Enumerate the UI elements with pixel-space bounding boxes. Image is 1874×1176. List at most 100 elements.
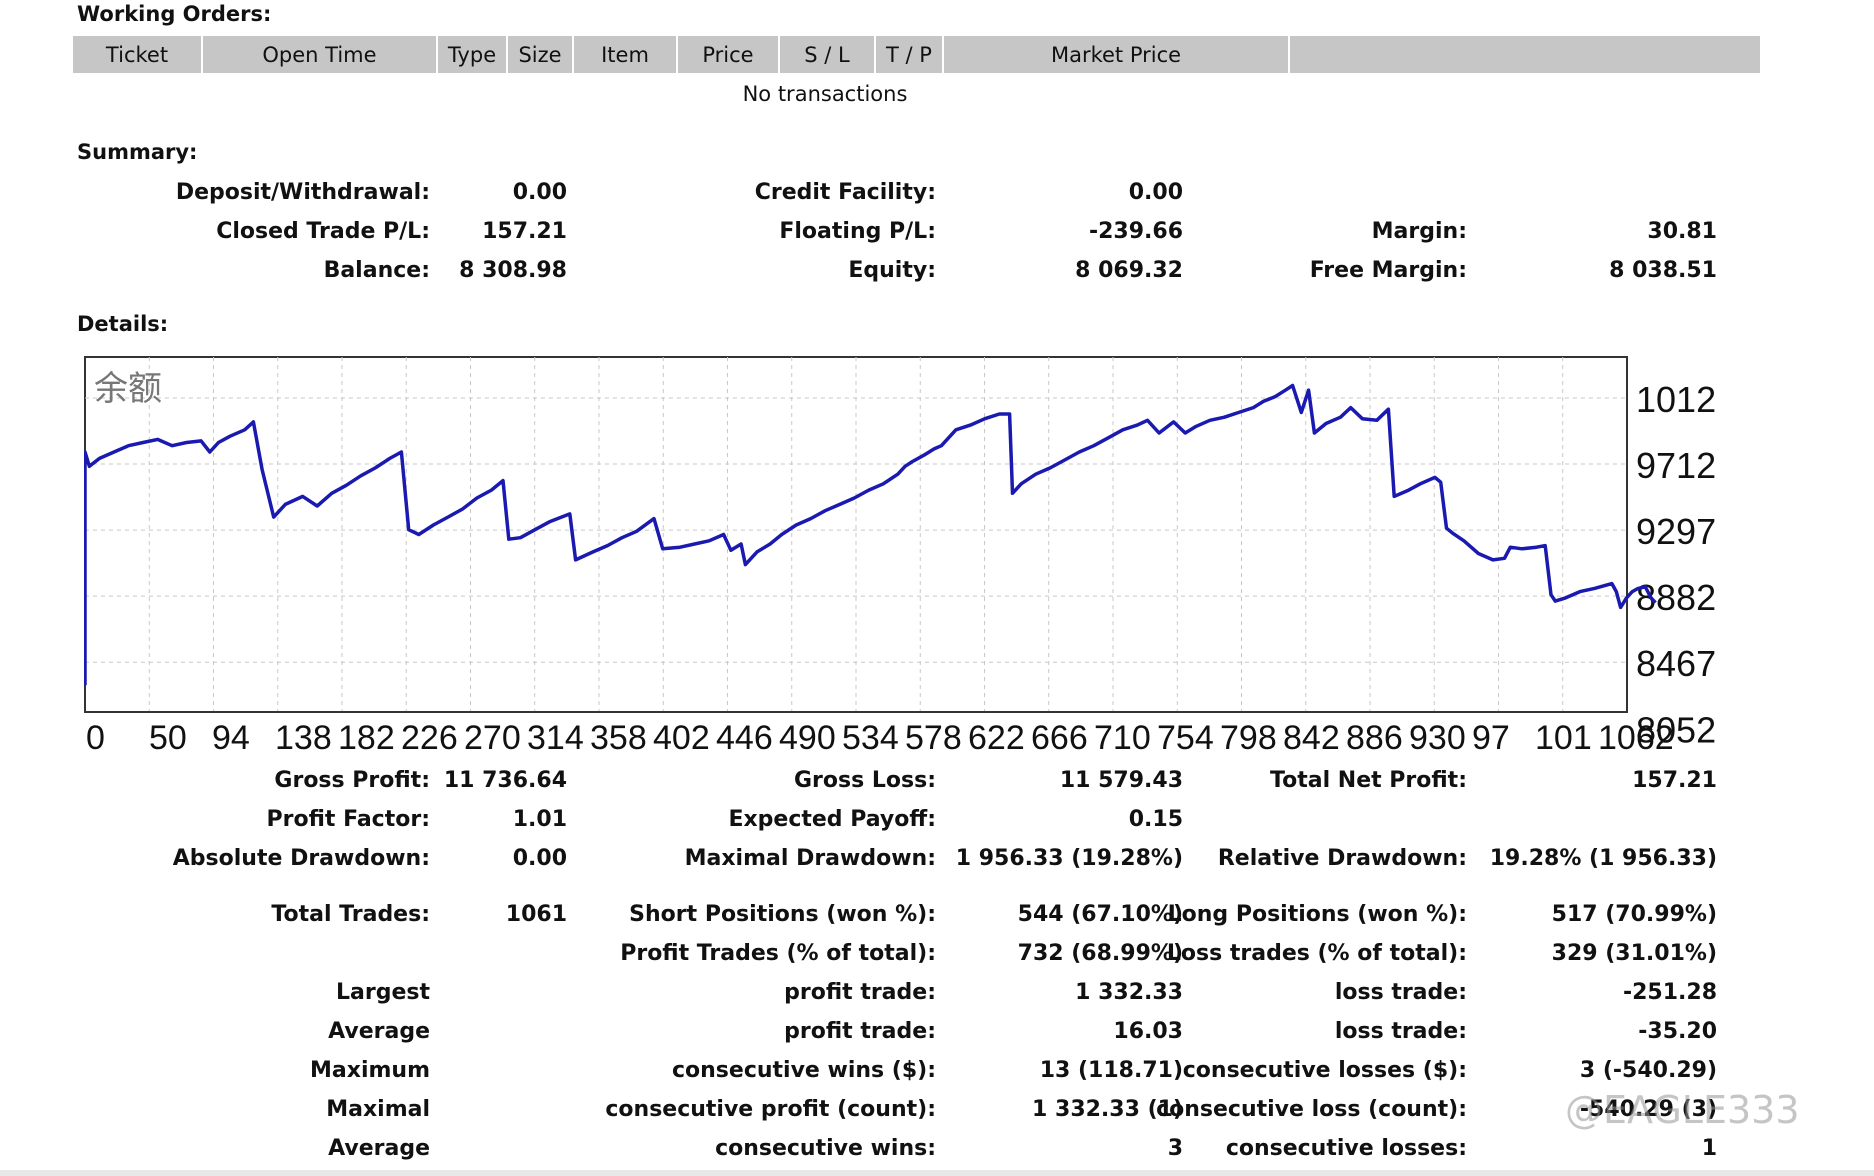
col-blank <box>1290 36 1760 73</box>
short-positions-label: Short Positions (won %): <box>629 902 936 927</box>
maximal-consecutive-profit-value: 1 332.33 (1) <box>1032 1097 1183 1122</box>
relative-drawdown-label: Relative Drawdown: <box>1217 846 1467 871</box>
x-tick-label: 314 <box>527 719 584 754</box>
balance-value: 8 308.98 <box>459 258 567 283</box>
profit-factor-value: 1.01 <box>512 807 567 832</box>
col-type[interactable]: Type <box>438 36 506 73</box>
x-tick-label: 446 <box>716 719 773 754</box>
maximal-drawdown-value: 1 956.33 (19.28%) <box>955 846 1183 871</box>
gross-loss-value: 11 579.43 <box>1059 768 1183 793</box>
x-tick-label: 226 <box>401 719 458 754</box>
equity-value: 8 069.32 <box>1075 258 1183 283</box>
long-positions-label: Long Positions (won %): <box>1167 902 1467 927</box>
deposit-label: Deposit/Withdrawal: <box>175 180 430 205</box>
loss-trades-label: Loss trades (% of total): <box>1166 941 1467 966</box>
maximal-consecutive-loss-value: -540.29 (3) <box>1579 1097 1717 1122</box>
average2-label: Average <box>328 1136 430 1161</box>
col-item[interactable]: Item <box>574 36 676 73</box>
col-ticket[interactable]: Ticket <box>73 36 201 73</box>
profit-trades-value: 732 (68.99%) <box>1017 941 1183 966</box>
largest-profit-value: 1 332.33 <box>1075 980 1183 1005</box>
col-price[interactable]: Price <box>678 36 778 73</box>
free-margin-label: Free Margin: <box>1309 258 1467 283</box>
floating-pl-value: -239.66 <box>1088 219 1183 244</box>
avg-consecutive-losses-value: 1 <box>1701 1136 1717 1161</box>
avg-consecutive-wins-label: consecutive wins: <box>715 1136 936 1161</box>
free-margin-value: 8 038.51 <box>1609 258 1717 283</box>
x-tick-label: 270 <box>464 719 521 754</box>
x-tick-label: 754 <box>1157 719 1214 754</box>
x-tick-label: 138 <box>275 719 332 754</box>
equity-label: Equity: <box>848 258 936 283</box>
floating-pl-label: Floating P/L: <box>779 219 936 244</box>
gross-loss-label: Gross Loss: <box>794 768 936 793</box>
gross-profit-value: 11 736.64 <box>443 768 567 793</box>
average-loss-value: -35.20 <box>1638 1019 1717 1044</box>
largest-profit-label: profit trade: <box>784 980 936 1005</box>
total-net-profit-label: Total Net Profit: <box>1270 768 1467 793</box>
x-tick-label: 886 <box>1346 719 1403 754</box>
balance-chart: 1012 9712 9297 8882 8467 8052 0 50 94 138 182 226 27… <box>84 356 1716 754</box>
x-tick-label: 402 <box>653 719 710 754</box>
avg-consecutive-wins-value: 3 <box>1167 1136 1183 1161</box>
largest-label: Largest <box>336 980 430 1005</box>
x-tick-label: 0 <box>86 719 105 754</box>
summary-title: Summary: <box>77 140 198 164</box>
details-title: Details: <box>77 312 169 336</box>
total-trades-label: Total Trades: <box>271 902 430 927</box>
maximal-label: Maximal <box>326 1097 430 1122</box>
average-profit-label: profit trade: <box>784 1019 936 1044</box>
y-tick-label: 8052 <box>1636 709 1716 750</box>
col-size[interactable]: Size <box>508 36 572 73</box>
x-tick-label: 798 <box>1220 719 1277 754</box>
expected-payoff-label: Expected Payoff: <box>728 807 936 832</box>
balance-line <box>84 383 1657 686</box>
maximum-label: Maximum <box>310 1058 430 1083</box>
x-tick-label: 94 <box>212 719 250 754</box>
balance-label: Balance: <box>323 258 430 283</box>
profit-trades-label: Profit Trades (% of total): <box>620 941 936 966</box>
x-tick-label: 1062 <box>1598 719 1674 754</box>
x-tick-label: 534 <box>842 719 899 754</box>
total-trades-value: 1061 <box>505 902 567 927</box>
x-tick-label: 97 <box>1472 719 1510 754</box>
col-sl[interactable]: S / L <box>780 36 874 73</box>
maximal-consecutive-profit-label: consecutive profit (count): <box>605 1097 936 1122</box>
y-tick-label: 9712 <box>1636 445 1716 486</box>
working-orders-title: Working Orders: <box>77 2 272 26</box>
loss-trades-value: 329 (31.01%) <box>1551 941 1717 966</box>
maximal-drawdown-label: Maximal Drawdown: <box>684 846 936 871</box>
margin-label: Margin: <box>1371 219 1467 244</box>
closed-pl-value: 157.21 <box>482 219 567 244</box>
x-tick-label: 358 <box>590 719 647 754</box>
profit-factor-label: Profit Factor: <box>266 807 430 832</box>
x-tick-label: 182 <box>338 719 395 754</box>
y-tick-label: 9297 <box>1636 511 1716 552</box>
x-tick-label: 842 <box>1283 719 1340 754</box>
max-consecutive-wins-value: 13 (118.71) <box>1039 1058 1183 1083</box>
x-tick-label: 490 <box>779 719 836 754</box>
x-tick-label: 710 <box>1094 719 1151 754</box>
x-tick-label: 101 <box>1535 719 1592 754</box>
gross-profit-label: Gross Profit: <box>274 768 430 793</box>
long-positions-value: 517 (70.99%) <box>1551 902 1717 927</box>
col-open-time[interactable]: Open Time <box>203 36 436 73</box>
expected-payoff-value: 0.15 <box>1128 807 1183 832</box>
y-tick-label: 1012 <box>1636 379 1716 420</box>
average-profit-value: 16.03 <box>1113 1019 1183 1044</box>
avg-consecutive-losses-label: consecutive losses: <box>1225 1136 1467 1161</box>
credit-value: 0.00 <box>1128 180 1183 205</box>
max-consecutive-wins-label: consecutive wins ($): <box>671 1058 936 1083</box>
max-consecutive-losses-label: consecutive losses ($): <box>1182 1058 1467 1083</box>
chart-title: 余额 <box>94 369 162 409</box>
col-market-price[interactable]: Market Price <box>944 36 1288 73</box>
col-tp[interactable]: T / P <box>876 36 942 73</box>
bottom-divider <box>0 1170 1874 1176</box>
maximal-consecutive-loss-label: consecutive loss (count): <box>1156 1097 1467 1122</box>
average-loss-label: loss trade: <box>1334 1019 1467 1044</box>
largest-loss-label: loss trade: <box>1334 980 1467 1005</box>
watermark: @EAGLE333 <box>1565 1088 1800 1132</box>
largest-loss-value: -251.28 <box>1622 980 1717 1005</box>
closed-pl-label: Closed Trade P/L: <box>216 219 430 244</box>
short-positions-value: 544 (67.10%) <box>1017 902 1183 927</box>
